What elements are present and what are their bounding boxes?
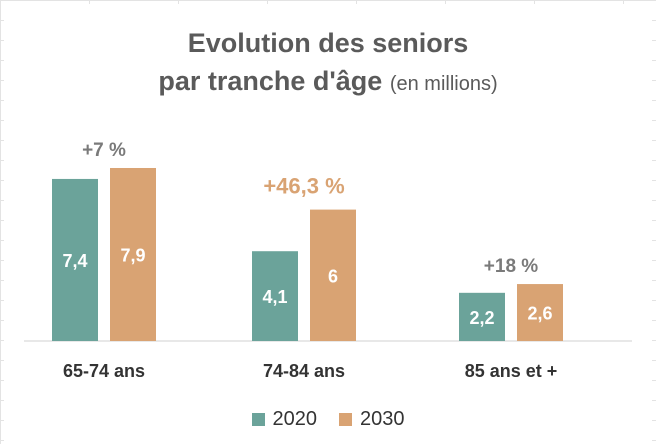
data-label-2030-1: 7,9 [120, 245, 145, 265]
bar-2030-1 [110, 167, 156, 341]
data-label-2020-2: 4,1 [262, 287, 287, 307]
legend-swatch-2030 [339, 413, 352, 426]
data-label-2020-1: 7,4 [62, 251, 87, 271]
bar-2020-1 [52, 178, 98, 341]
category-label-3: 85 ans et + [465, 361, 558, 381]
chart-title-second: par tranche d'âge [158, 66, 383, 96]
chart-title-line2: par tranche d'âge (en millions) [4, 66, 652, 97]
legend-item-2030: 2030 [339, 408, 405, 431]
category-label-2: 74-84 ans [263, 361, 345, 381]
category-label-1: 65-74 ans [63, 361, 145, 381]
growth-annotation-3: +18 % [484, 256, 539, 277]
legend-item-2020: 2020 [251, 408, 318, 431]
bar-2020-2 [252, 251, 298, 341]
legend-swatch-2020 [251, 413, 265, 426]
chart-title: Evolution des seniors [187, 28, 469, 58]
data-label-2030-3: 2,6 [527, 304, 552, 324]
legend-label-2030: 2030 [360, 408, 405, 430]
data-label-2020-3: 2,2 [469, 308, 494, 328]
bar-2020-3 [459, 292, 505, 341]
legend-label-2020: 2020 [272, 408, 318, 430]
growth-annotation-1: +7 % [82, 140, 126, 161]
data-label-2030-2: 6 [328, 266, 338, 286]
bar-chart: 7,4 7,9 65-74 ans +7 % 4,1 6 74-84 ans +46,3 % 2… [24, 140, 632, 381]
bar-2030-3 [517, 284, 563, 341]
legend: 2020 2030 [4, 408, 652, 431]
chart-area[interactable]: Evolution des seniors par tranche d'âge … [4, 4, 652, 444]
chart-title-unit: (en millions) [389, 73, 498, 95]
growth-annotation-2: +46,3 % [263, 174, 344, 199]
bar-2030-2 [310, 209, 356, 341]
